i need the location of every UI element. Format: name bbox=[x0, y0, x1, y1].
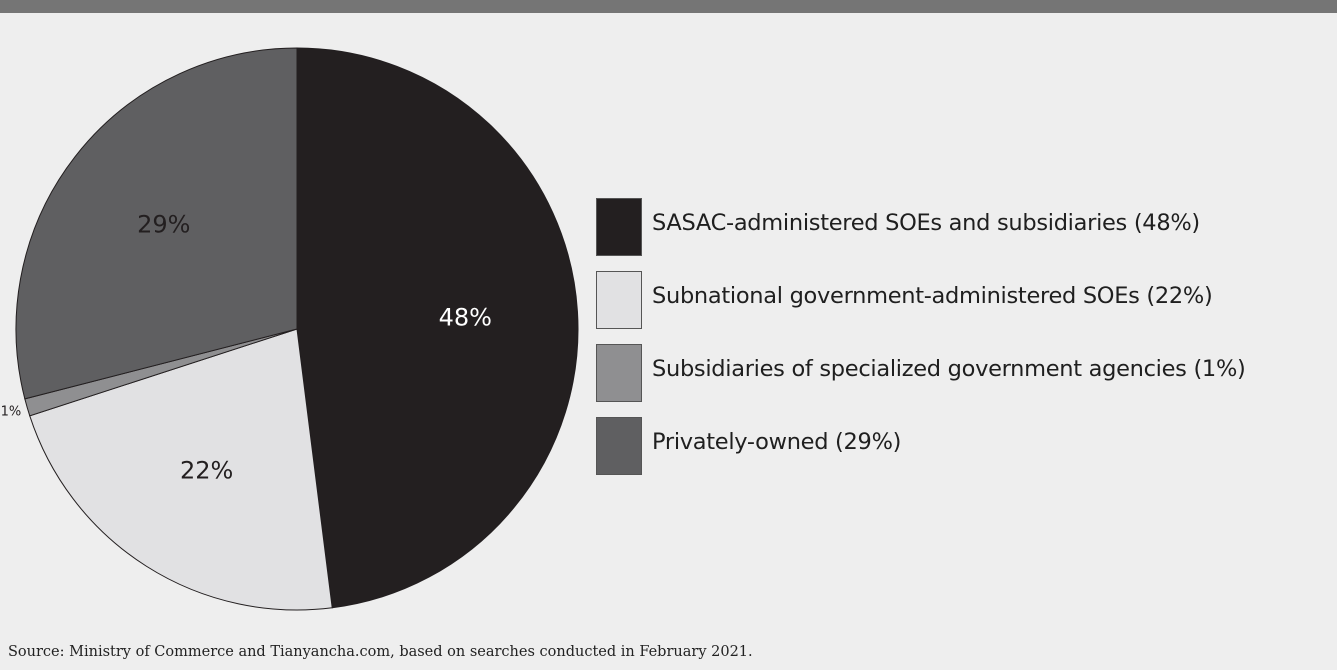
legend-label-specialized: Subsidiaries of specialized government a… bbox=[652, 356, 1246, 382]
source-note: Source: Ministry of Commerce and Tianyan… bbox=[8, 644, 753, 660]
pie-label-sasac: 48% bbox=[439, 303, 492, 331]
pie-slice-private bbox=[15, 47, 298, 400]
legend-swatch-private bbox=[596, 417, 642, 475]
legend: SASAC-administered SOEs and subsidiaries… bbox=[596, 198, 1331, 490]
pie-label-private: 29% bbox=[137, 211, 190, 239]
pie-label-subnational: 22% bbox=[180, 456, 233, 484]
header-bar bbox=[0, 0, 1337, 13]
pie-label-specialized: 1% bbox=[1, 405, 22, 420]
legend-item-subnational: Subnational government-administered SOEs… bbox=[596, 271, 1331, 331]
legend-label-subnational: Subnational government-administered SOEs… bbox=[652, 283, 1213, 309]
legend-label-private: Privately-owned (29%) bbox=[652, 429, 902, 455]
legend-item-specialized: Subsidiaries of specialized government a… bbox=[596, 344, 1331, 404]
pie-slice-sasac bbox=[296, 47, 579, 609]
legend-swatch-specialized bbox=[596, 344, 642, 402]
legend-swatch-subnational bbox=[596, 271, 642, 329]
legend-label-sasac: SASAC-administered SOEs and subsidiaries… bbox=[652, 210, 1200, 236]
legend-swatch-sasac bbox=[596, 198, 642, 256]
legend-item-sasac: SASAC-administered SOEs and subsidiaries… bbox=[596, 198, 1331, 258]
pie-slice-subnational bbox=[29, 328, 333, 611]
legend-item-private: Privately-owned (29%) bbox=[596, 417, 1331, 477]
